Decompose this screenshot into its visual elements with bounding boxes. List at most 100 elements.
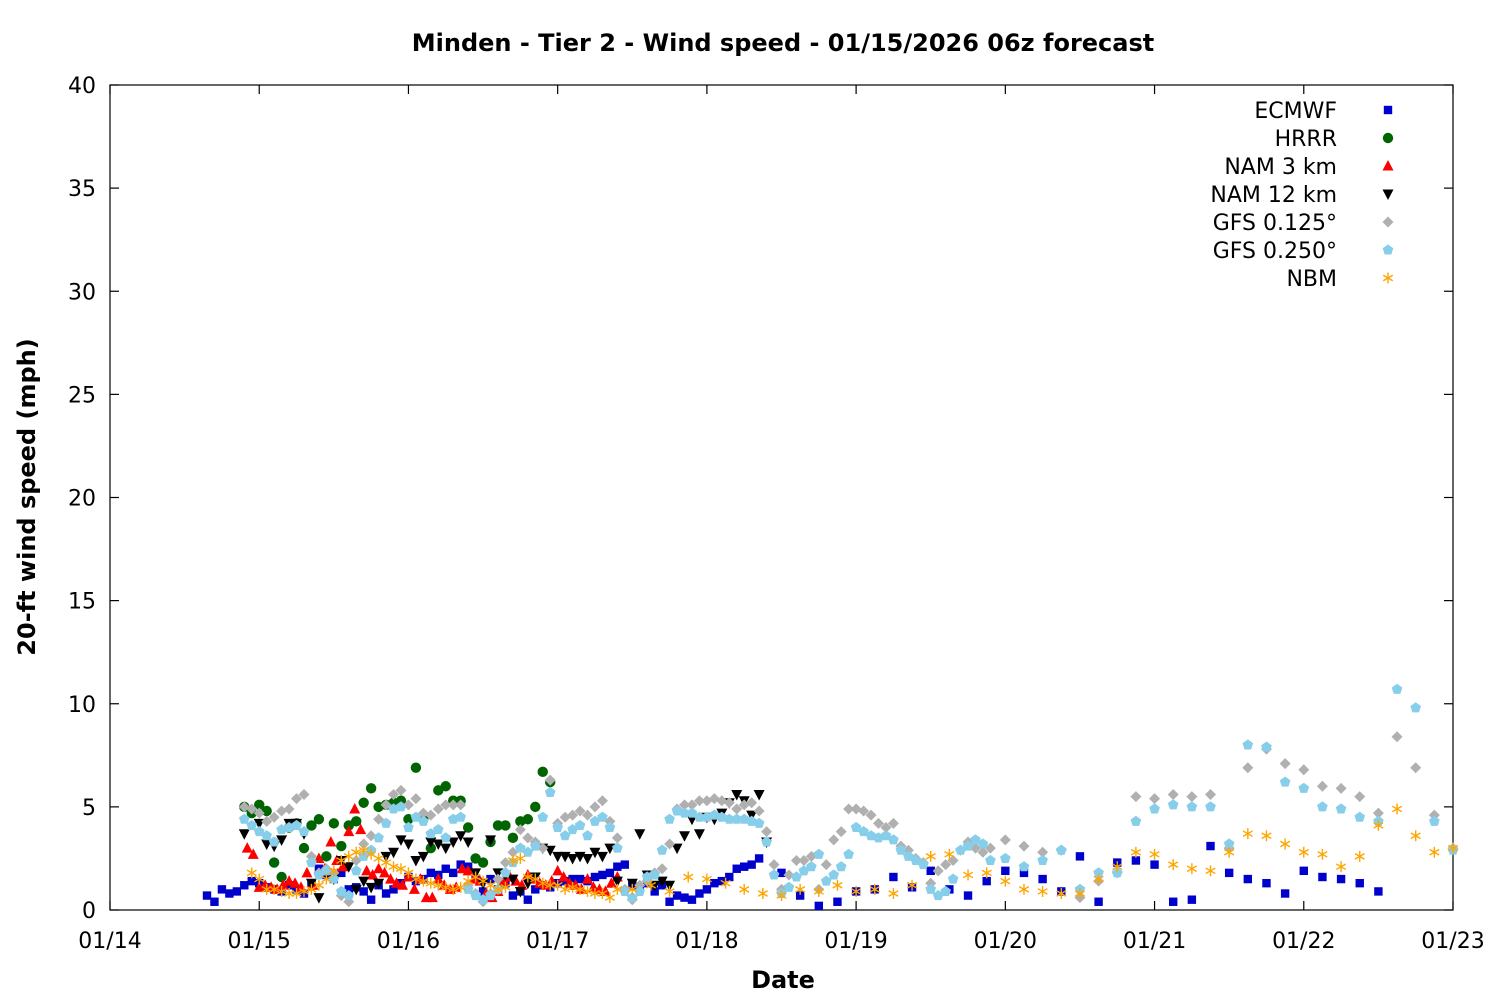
data-point xyxy=(301,866,313,878)
data-point xyxy=(276,871,287,883)
data-point xyxy=(612,883,623,895)
data-point xyxy=(790,855,802,866)
data-point xyxy=(828,869,840,880)
data-point xyxy=(1261,741,1272,752)
data-point xyxy=(1056,888,1067,899)
data-point xyxy=(746,815,757,826)
data-point xyxy=(761,836,772,847)
data-point xyxy=(753,805,765,817)
data-point xyxy=(1318,872,1327,882)
data-point xyxy=(351,816,362,827)
data-point xyxy=(313,814,325,825)
data-point xyxy=(720,877,731,889)
data-point xyxy=(686,807,698,818)
data-point xyxy=(702,885,712,894)
plot-area-frame xyxy=(109,84,1454,911)
data-point xyxy=(777,868,786,878)
data-point xyxy=(858,805,870,817)
data-point xyxy=(238,813,250,824)
data-point xyxy=(522,814,534,825)
data-point xyxy=(832,879,843,891)
data-point xyxy=(515,842,526,853)
data-point xyxy=(358,797,369,808)
data-point xyxy=(1410,702,1422,713)
data-marks xyxy=(202,683,1459,911)
data-point xyxy=(253,807,265,819)
y-tick-label: 40 xyxy=(68,74,96,99)
data-point xyxy=(723,797,735,809)
data-point xyxy=(388,861,399,873)
data-point xyxy=(358,876,370,888)
data-point xyxy=(1131,856,1141,865)
data-point xyxy=(350,865,362,876)
data-point xyxy=(596,851,608,863)
data-point xyxy=(268,857,280,868)
data-point xyxy=(1354,811,1366,822)
x-tick-label: 01/18 xyxy=(675,929,738,954)
data-point xyxy=(613,862,622,871)
data-point xyxy=(529,840,541,851)
data-point xyxy=(485,835,497,846)
data-point xyxy=(277,879,289,890)
data-point xyxy=(984,842,996,854)
data-point xyxy=(650,887,659,896)
data-point xyxy=(381,889,391,898)
data-point xyxy=(410,856,422,867)
data-point xyxy=(1169,897,1178,906)
data-point xyxy=(365,783,377,794)
data-point xyxy=(336,840,347,852)
data-point xyxy=(888,888,899,899)
data-point xyxy=(379,866,391,878)
data-point xyxy=(1150,860,1159,869)
data-point xyxy=(402,799,414,811)
data-point xyxy=(880,822,892,833)
data-point xyxy=(447,837,459,848)
data-point xyxy=(768,869,780,880)
data-point xyxy=(410,811,422,822)
y-tick-label: 20 xyxy=(68,487,96,512)
data-point xyxy=(395,801,407,812)
data-point xyxy=(269,883,280,895)
data-point xyxy=(835,861,847,872)
data-point xyxy=(955,844,966,855)
data-point xyxy=(455,799,467,811)
data-point xyxy=(388,789,400,800)
data-point xyxy=(906,879,918,891)
data-point xyxy=(1280,889,1290,898)
x-axis-label: Date xyxy=(751,966,815,994)
data-point xyxy=(514,824,526,836)
data-point xyxy=(806,861,817,872)
legend-marker xyxy=(1382,216,1394,228)
data-point xyxy=(1372,807,1384,819)
data-point xyxy=(462,837,474,848)
data-point xyxy=(1112,861,1123,873)
data-point xyxy=(850,885,862,897)
data-point xyxy=(254,873,265,885)
data-point xyxy=(917,859,929,870)
data-point xyxy=(567,881,578,893)
data-point xyxy=(776,890,787,902)
data-point xyxy=(373,878,385,890)
data-point xyxy=(1335,782,1347,794)
data-point xyxy=(858,826,869,837)
data-point xyxy=(1317,801,1328,812)
x-tick-label: 01/14 xyxy=(78,929,141,954)
data-point xyxy=(970,834,981,845)
data-point xyxy=(477,857,489,868)
data-point xyxy=(869,883,880,895)
data-point xyxy=(1149,793,1161,805)
data-point xyxy=(366,895,376,904)
data-point xyxy=(291,888,302,899)
data-point xyxy=(418,875,429,887)
data-point xyxy=(507,832,519,844)
data-point xyxy=(246,867,257,879)
data-point xyxy=(358,850,369,861)
data-point xyxy=(738,813,750,824)
data-point xyxy=(1018,840,1030,852)
legend: ECMWF HRRR NAM 3 km NAM 12 km GFS 0.125° GFS … xyxy=(1210,99,1394,292)
x-tick-label: 01/16 xyxy=(377,929,440,954)
data-point xyxy=(582,885,593,897)
data-point xyxy=(349,802,361,814)
y-tick-label: 25 xyxy=(68,383,96,408)
data-point xyxy=(620,860,630,869)
